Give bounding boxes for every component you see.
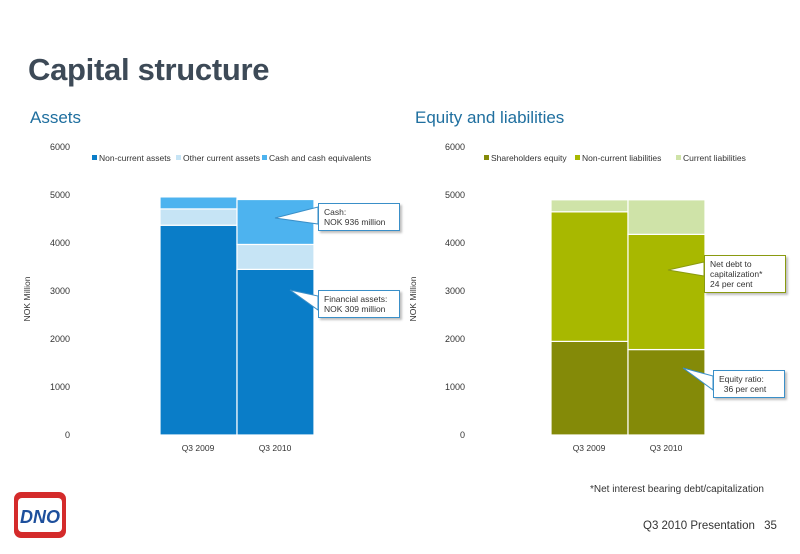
category-label-0-0: Q3 2009 xyxy=(182,443,215,453)
legend-label-1-1: Non-current liabilities xyxy=(582,153,661,163)
ytick-label-1-0: 0 xyxy=(460,430,465,440)
callout-net-debt-line2: capitalization* xyxy=(710,269,763,279)
page-number: 35 xyxy=(764,520,777,532)
callout-net-debt-line1: Net debt to xyxy=(710,259,752,269)
callout-net-debt-line3: 24 per cent xyxy=(710,279,753,289)
equity-liabilities-chart-title: Equity and liabilities xyxy=(415,108,565,127)
bar-0-1-1 xyxy=(236,243,315,271)
legend-label-1-0: Shareholders equity xyxy=(491,153,567,163)
ytick-label-0-2: 2000 xyxy=(50,334,70,344)
callout-cash-line1: Cash: xyxy=(324,207,347,217)
callout-cash: Cash: NOK 936 million xyxy=(318,203,400,231)
legend-swatch-1-0 xyxy=(484,155,489,160)
bar-1-1-2 xyxy=(627,199,706,235)
ytick-label-0-5: 5000 xyxy=(50,190,70,200)
ytick-label-0-0: 0 xyxy=(65,430,70,440)
ytick-label-1-6: 6000 xyxy=(445,142,465,152)
callout-financial-line1: Financial assets: xyxy=(324,294,388,304)
ytick-label-1-2: 2000 xyxy=(445,334,465,344)
legend-label-1-2: Current liabilities xyxy=(683,153,746,163)
bar-1-0-2 xyxy=(550,199,629,213)
bar-0-0-0 xyxy=(159,224,238,436)
bar-0-0-2 xyxy=(159,196,238,210)
callout-equity-ratio: Equity ratio: 36 per cent xyxy=(713,370,785,398)
category-label-0-1: Q3 2010 xyxy=(259,443,292,453)
callout-cash-line2: NOK 936 million xyxy=(324,217,386,227)
callout-equity-line2: 36 per cent xyxy=(719,384,767,394)
page-title: Capital structure xyxy=(28,52,270,87)
callout-financial-line2: NOK 309 million xyxy=(324,304,386,314)
legend-label-0-2: Cash and cash equivalents xyxy=(269,153,371,163)
ytick-label-0-1: 1000 xyxy=(50,382,70,392)
legend-swatch-0-0 xyxy=(92,155,97,160)
legend-swatch-1-1 xyxy=(575,155,580,160)
footer-label: Q3 2010 Presentation xyxy=(643,520,755,532)
ytick-label-0-4: 4000 xyxy=(50,238,70,248)
bar-0-0-1 xyxy=(159,208,238,226)
bar-1-1-0 xyxy=(627,348,706,436)
ylabel-0: NOK Million xyxy=(22,276,32,321)
footer: Q3 2010 Presentation 35 xyxy=(643,520,777,532)
legend-swatch-0-1 xyxy=(176,155,181,160)
bar-1-0-0 xyxy=(550,340,629,436)
ytick-label-0-6: 6000 xyxy=(50,142,70,152)
bar-1-1-1 xyxy=(627,233,706,351)
ytick-label-1-4: 4000 xyxy=(445,238,465,248)
category-label-1-1: Q3 2010 xyxy=(650,443,683,453)
ylabel-1: NOK Million xyxy=(408,276,418,321)
ytick-label-1-1: 1000 xyxy=(445,382,465,392)
ytick-label-1-3: 3000 xyxy=(445,286,465,296)
bar-1-0-1 xyxy=(550,211,629,343)
ytick-label-0-3: 3000 xyxy=(50,286,70,296)
callout-net-debt: Net debt to capitalization* 24 per cent xyxy=(704,255,786,293)
logo-text: DNO xyxy=(20,507,60,527)
charts-canvas: 0 1000 2000 3000 4000 5000 6000 NOK Million Non-… xyxy=(22,142,746,453)
legend-swatch-1-2 xyxy=(676,155,681,160)
category-label-1-0: Q3 2009 xyxy=(573,443,606,453)
footnote: *Net interest bearing debt/capitalizatio… xyxy=(590,484,764,495)
assets-chart-title: Assets xyxy=(30,108,82,127)
ytick-label-1-5: 5000 xyxy=(445,190,465,200)
dno-logo: DNO xyxy=(14,492,66,538)
callout-equity-line1: Equity ratio: xyxy=(719,374,764,384)
legend-label-0-0: Non-current assets xyxy=(99,153,171,163)
callout-financial-assets: Financial assets: NOK 309 million xyxy=(318,290,400,318)
legend-swatch-0-2 xyxy=(262,155,267,160)
legend-label-0-1: Other current assets xyxy=(183,153,260,163)
